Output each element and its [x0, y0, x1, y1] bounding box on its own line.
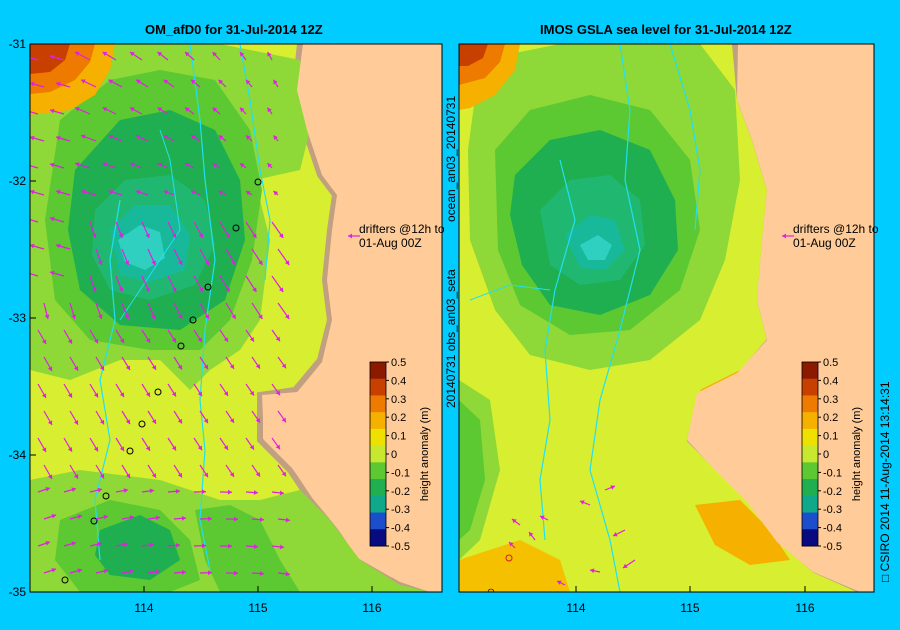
right-velocity-vectors — [508, 485, 636, 586]
right-map-frame — [458, 43, 875, 593]
right-xtick-label: 116 — [795, 601, 814, 615]
colorbar-tick-label: -0.1 — [391, 467, 410, 479]
colorbar-swatch — [802, 512, 818, 530]
right-xtick-label: 115 — [680, 601, 699, 615]
run-label-upper: ocean_an03_20140731 — [444, 95, 458, 222]
axes: -31 -32 -33 -34 -35 114 114 115 115 116 116 — [9, 37, 815, 615]
velocity-vector — [30, 165, 39, 169]
colorbar-tick-label: 0.4 — [823, 375, 838, 387]
colorbar-tick-label: 0.2 — [823, 412, 838, 424]
left-land — [262, 44, 442, 592]
colorbar-swatch — [802, 495, 818, 514]
left-ytick-label: -33 — [9, 311, 27, 325]
colorbar-swatch — [370, 529, 386, 547]
left-map-panel — [30, 44, 442, 592]
colorbar-tick-label: 0.3 — [391, 394, 406, 406]
colorbar-tick-label: 0.3 — [823, 394, 838, 406]
left-ytick-label: -32 — [9, 174, 27, 188]
left-xtick-label: 114 — [134, 601, 153, 615]
colorbar-swatch — [802, 362, 818, 380]
colorbar-swatch — [370, 495, 386, 514]
colorbar-tick-label: -0.2 — [823, 486, 842, 498]
right-map-panel — [459, 44, 874, 592]
colorbar-title: height anomaly (m) — [851, 407, 863, 501]
run-label-lower: 20140731 obs_an03_seta — [444, 269, 458, 408]
colorbar-tick-label: 0 — [391, 449, 397, 461]
colorbar-swatch — [802, 445, 818, 463]
colorbar-swatch — [802, 412, 818, 430]
colorbar-tick-label: -0.4 — [823, 523, 842, 535]
right-drifters — [505, 554, 513, 562]
colorbar-swatch — [802, 462, 818, 480]
panel-left-title: OM_afD0 for 31-Jul-2014 12Z — [145, 22, 323, 37]
colorbar-tick-label: 0.5 — [823, 357, 838, 369]
velocity-vector — [30, 111, 39, 115]
colorbar-tick-label: 0.1 — [823, 431, 838, 443]
colorbar-swatch — [802, 428, 818, 447]
copyright-icon: □ — [878, 571, 892, 582]
colorbar-right: 0.5 0.4 0.3 0.2 0.1 0 -0.1 -0.2 -0.3 -0.4 -0.5 heig… — [801, 357, 863, 553]
colorbar-swatch — [802, 395, 818, 413]
colorbar-tick-label: 0.1 — [391, 431, 406, 443]
colorbar-swatch — [370, 412, 386, 430]
colorbar-tick-label: -0.1 — [823, 467, 842, 479]
colorbar-tick-label: -0.4 — [391, 523, 410, 535]
left-drifter-note: drifters @12h to 01-Aug 00Z — [359, 222, 445, 250]
colorbar-tick-label: 0.5 — [391, 357, 406, 369]
right-drifter-note-line2: 01-Aug 00Z — [793, 236, 856, 250]
colorbar-swatch — [370, 512, 386, 530]
colorbar-swatch — [370, 378, 386, 396]
colorbar-swatch — [370, 428, 386, 447]
colorbar-tick-label: -0.3 — [823, 504, 842, 516]
colorbar-swatch — [370, 479, 386, 497]
right-drifter-note-line1: drifters @12h to — [793, 222, 879, 236]
left-velocity-vectors — [30, 51, 291, 577]
left-drifters — [61, 178, 262, 584]
panel-right-title: IMOS GSLA sea level for 31-Jul-2014 12Z — [540, 22, 792, 37]
colorbar-swatch — [802, 479, 818, 497]
colorbar-left: 0.5 0.4 0.3 0.2 0.1 0 -0.1 -0.2 -0.3 -0.4 -0.5 heig… — [369, 357, 431, 553]
credit-label: □ CSIRO 2014 11-Aug-2014 13:14:31 — [878, 381, 892, 582]
right-xtick-label: 114 — [566, 601, 585, 615]
velocity-vector — [30, 57, 39, 61]
colorbar-title: height anomaly (m) — [419, 407, 431, 501]
velocity-vector — [30, 219, 39, 223]
colorbar-swatch — [370, 462, 386, 480]
left-ytick-label: -35 — [9, 585, 27, 599]
colorbar-swatch — [370, 362, 386, 380]
colorbar-tick-label: -0.5 — [823, 541, 842, 553]
colorbar-tick-label: -0.5 — [391, 541, 410, 553]
left-drifter-note-line1: drifters @12h to — [359, 222, 445, 236]
colorbar-swatch — [370, 445, 386, 463]
colorbar-tick-label: 0 — [823, 449, 829, 461]
right-land — [687, 44, 874, 592]
left-ytick-label: -34 — [9, 448, 27, 462]
right-drifter-note: drifters @12h to 01-Aug 00Z — [793, 222, 879, 250]
left-xtick-label: 116 — [362, 601, 381, 615]
colorbar-tick-label: 0.2 — [391, 412, 406, 424]
velocity-vector — [30, 273, 39, 277]
colorbar-tick-label: 0.4 — [391, 375, 406, 387]
credit-text: CSIRO 2014 11-Aug-2014 13:14:31 — [878, 381, 892, 572]
colorbar-tick-label: -0.3 — [391, 504, 410, 516]
colorbar-swatch — [802, 378, 818, 396]
left-xtick-label: 115 — [248, 601, 267, 615]
colorbar-swatch — [802, 529, 818, 547]
colorbar-tick-label: -0.2 — [391, 486, 410, 498]
colorbar-swatch — [370, 395, 386, 413]
left-drifter-note-line2: 01-Aug 00Z — [359, 236, 422, 250]
left-ytick-label: -31 — [9, 37, 27, 51]
